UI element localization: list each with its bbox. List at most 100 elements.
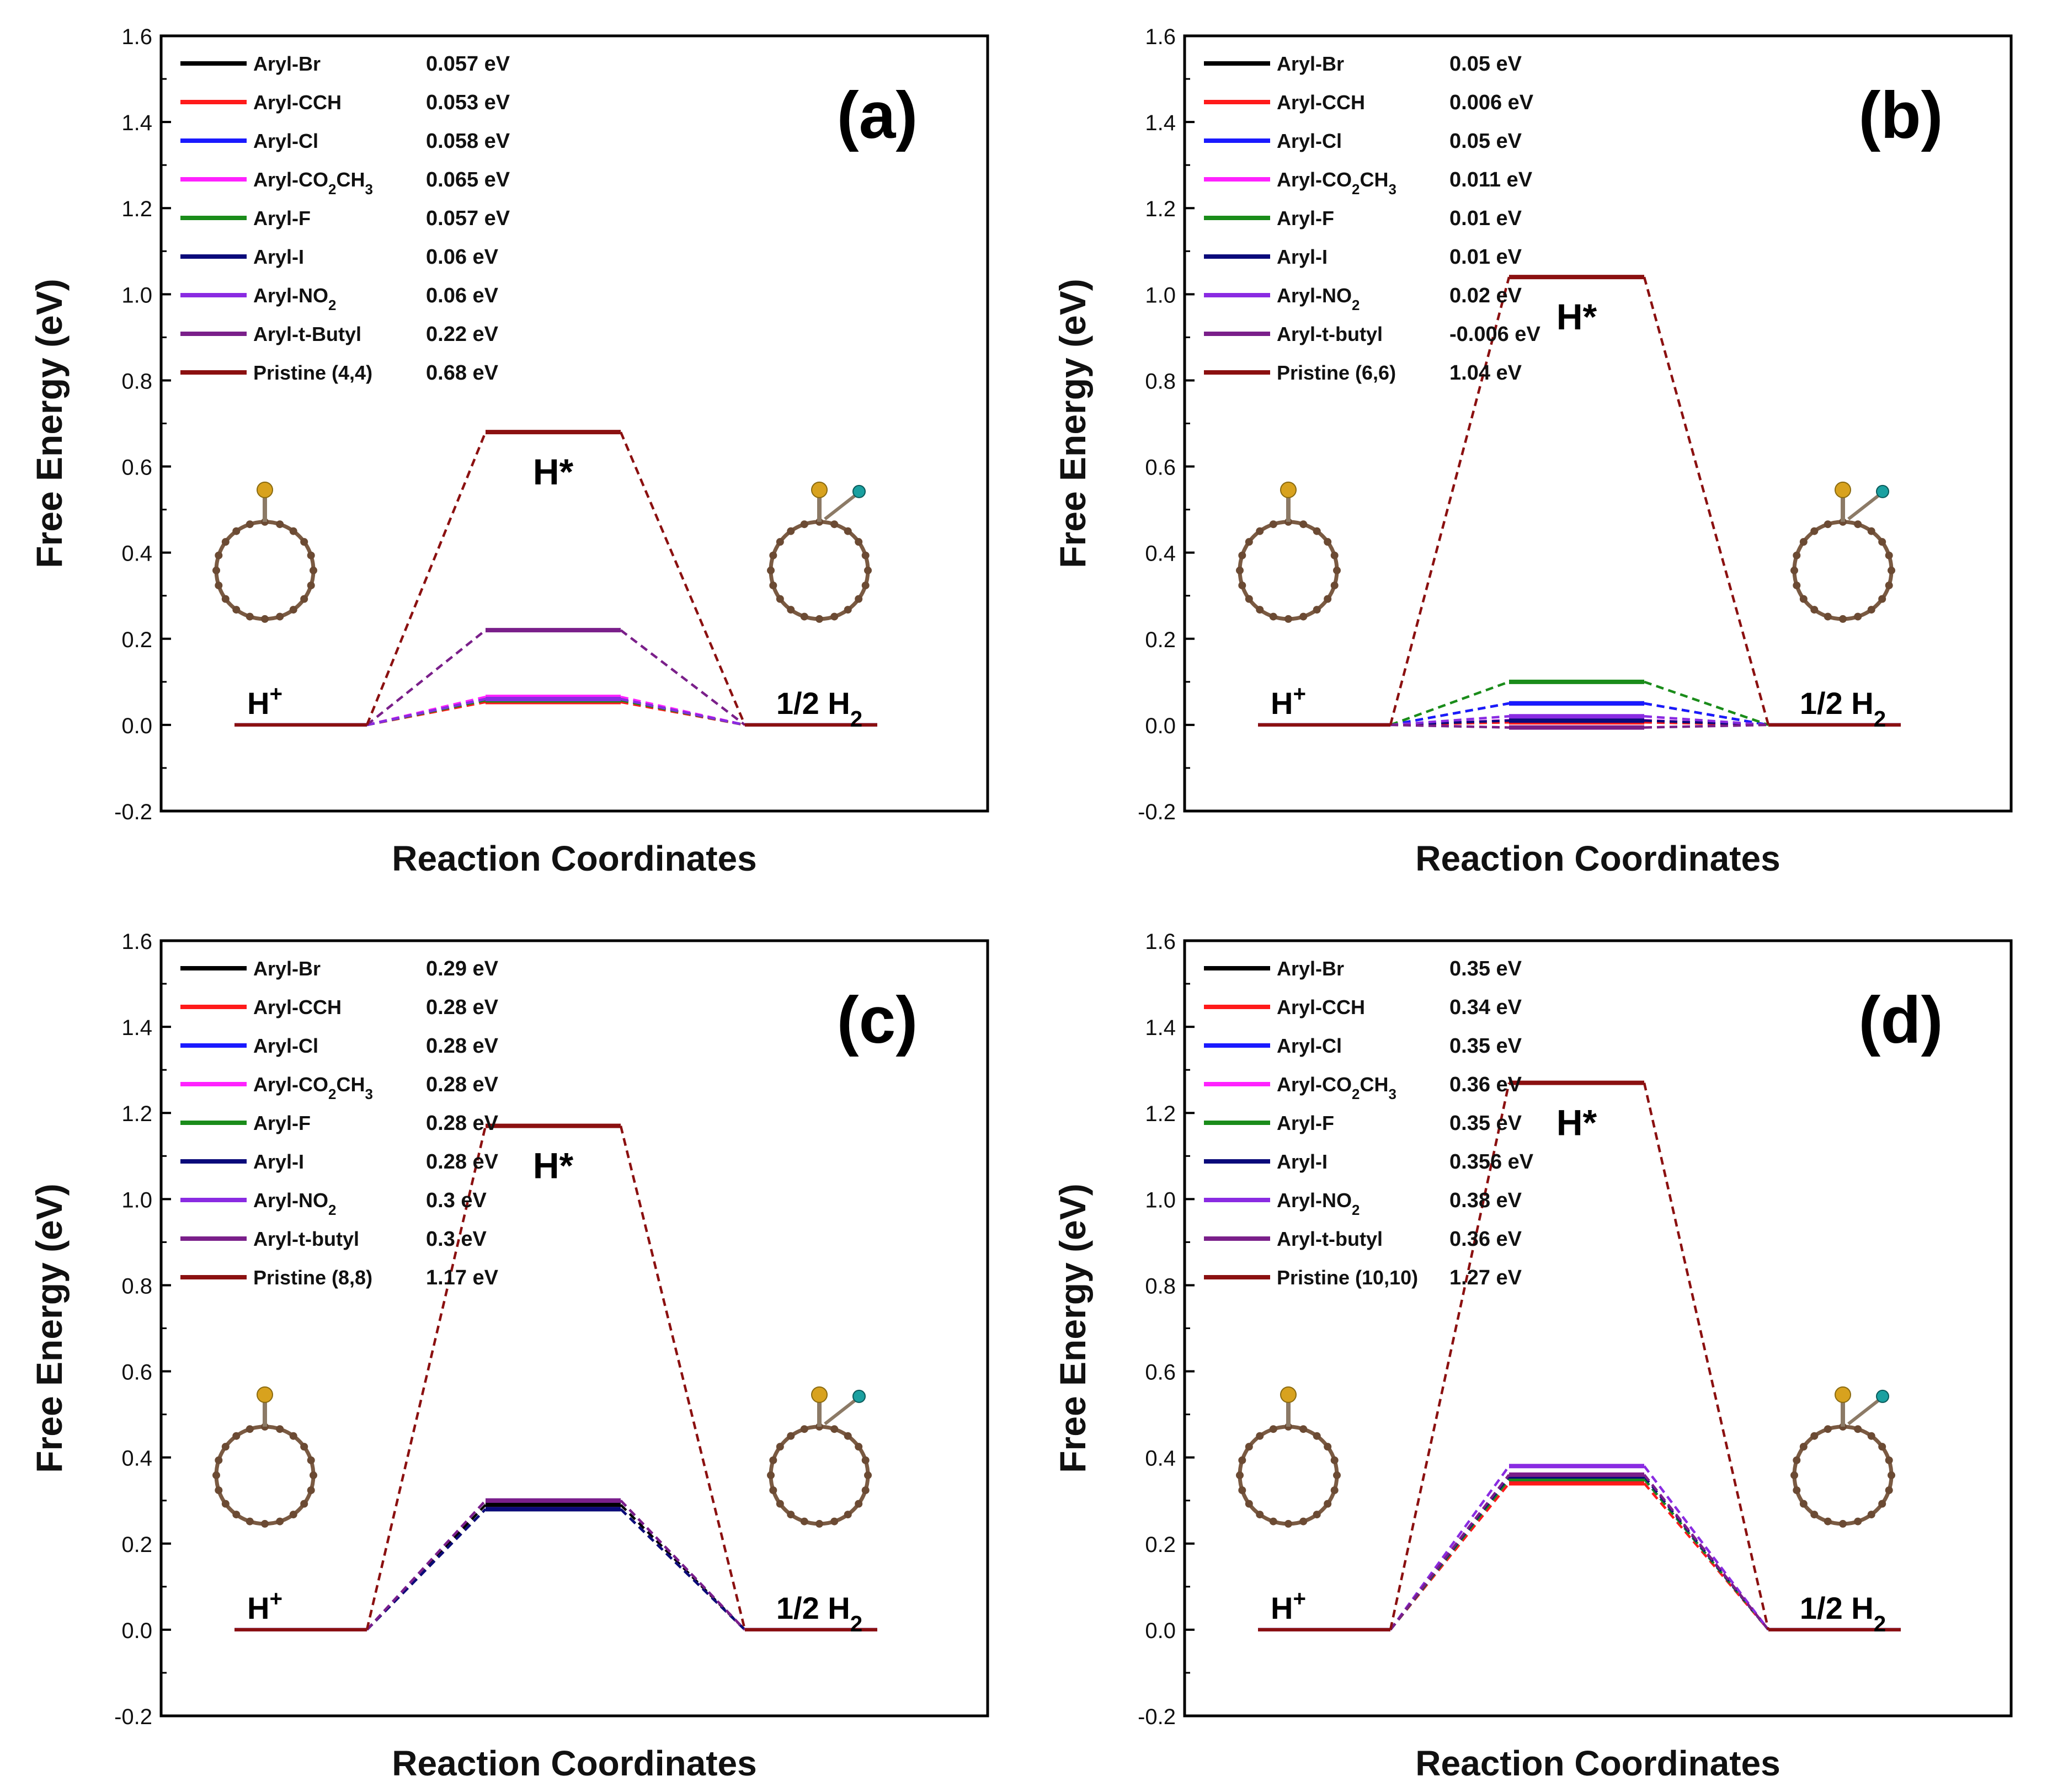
- carbon-atom: [1269, 1425, 1277, 1433]
- legend-entry-name: Aryl-Br: [253, 957, 321, 980]
- state-label-right: 1/2 H2: [1800, 1591, 1886, 1636]
- legend-entry-value: 0.28 eV: [426, 1073, 499, 1096]
- legend-entry-name: Aryl-NO2: [253, 284, 336, 313]
- legend-entry-name: Pristine (6,6): [1277, 361, 1396, 384]
- carbon-atom: [1793, 582, 1801, 590]
- legend-entry-name: Aryl-CCH: [253, 996, 342, 1018]
- legend-entry-name: Aryl-t-butyl: [1277, 1228, 1383, 1250]
- carbon-atom: [800, 520, 808, 529]
- connector-right: [620, 629, 746, 726]
- carbon-atom: [310, 1471, 317, 1479]
- x-axis-label: Reaction Coordinates: [392, 1743, 756, 1783]
- y-tick-label: 0.2: [121, 628, 152, 652]
- carbon-atom: [844, 1511, 852, 1519]
- legend-entry-name: Aryl-I: [253, 246, 304, 268]
- carbon-atom: [1810, 1432, 1819, 1440]
- x-axis-label: Reaction Coordinates: [1415, 839, 1780, 878]
- functional-group-atom: [257, 481, 273, 498]
- series-pristine-10-10: [1258, 1080, 1901, 1631]
- panel-label: (b): [1858, 78, 1943, 152]
- carbon-atom: [1799, 538, 1808, 546]
- carbon-atom: [861, 551, 870, 559]
- y-tick-label: 0.2: [121, 1533, 152, 1557]
- carbon-atom: [1269, 520, 1277, 529]
- carbon-atom: [1810, 1511, 1819, 1519]
- y-tick-label: 0.4: [121, 542, 152, 566]
- carbon-atom: [787, 1511, 795, 1519]
- connector-right: [1643, 1082, 1770, 1630]
- connector-right: [1643, 1474, 1769, 1631]
- carbon-atom: [212, 566, 220, 574]
- y-axis-label: Free Energy (eV): [1052, 279, 1093, 568]
- legend-entry-value: 0.22 eV: [426, 323, 499, 346]
- y-tick-label: 1.6: [1145, 930, 1176, 954]
- legend-entry-value: 0.05 eV: [1449, 130, 1522, 153]
- legend-entry-value: 0.01 eV: [1449, 207, 1522, 230]
- connector-left: [1389, 1465, 1510, 1631]
- carbon-atom: [246, 1425, 254, 1433]
- legend-entry-value: 0.356 eV: [1449, 1150, 1534, 1174]
- legend-entry-name: Aryl-CO2CH3: [253, 168, 373, 198]
- y-axis-label: Free Energy (eV): [1052, 1183, 1093, 1473]
- hydrogen-atom: [1876, 484, 1889, 498]
- carbon-atom: [1256, 1432, 1264, 1440]
- carbon-atom: [1867, 1432, 1875, 1440]
- legend-entry-value: 0.28 eV: [426, 1034, 499, 1058]
- carbon-atom: [261, 1519, 269, 1528]
- y-tick-label: 1.2: [1145, 197, 1176, 221]
- carbon-atom: [769, 551, 777, 559]
- legend-entry-value: 0.01 eV: [1449, 246, 1522, 269]
- carbon-atom: [1888, 1471, 1895, 1479]
- carbon-atom: [830, 1425, 839, 1433]
- legend-entry-value: 0.006 eV: [1449, 91, 1534, 114]
- carbon-atom: [1269, 1517, 1277, 1526]
- legend-entry-name: Aryl-NO2: [1277, 1189, 1360, 1218]
- legend-entry-name: Aryl-Br: [1277, 52, 1344, 75]
- carbon-atom: [1333, 566, 1341, 574]
- legend-entry-name: Aryl-F: [253, 207, 311, 230]
- connector-right: [619, 431, 747, 726]
- connector-right: [1644, 680, 1769, 727]
- carbon-atom: [1867, 1511, 1875, 1519]
- legend-entry-name: Aryl-t-butyl: [253, 1228, 359, 1250]
- y-tick-label: 0.0: [1145, 1619, 1176, 1643]
- carbon-atom: [830, 612, 839, 621]
- y-tick-label: -0.2: [1138, 1705, 1176, 1729]
- carbon-atom: [1824, 520, 1832, 529]
- carbon-atom: [307, 1456, 315, 1464]
- y-tick-label: 0.8: [121, 369, 152, 393]
- legend-entry-value: 1.04 eV: [1449, 361, 1522, 385]
- legend-entry-name: Pristine (8,8): [253, 1266, 372, 1289]
- carbon-atom: [1799, 595, 1808, 603]
- carbon-atom: [232, 1511, 241, 1519]
- carbon-atom: [212, 1471, 220, 1479]
- connector-left: [366, 1500, 487, 1631]
- carbon-atom: [844, 606, 852, 614]
- y-tick-label: 0.2: [1145, 628, 1176, 652]
- y-tick-label: 0.6: [121, 456, 152, 480]
- legend-entry-value: 0.36 eV: [1449, 1228, 1522, 1251]
- chart-panel-3: -0.2 0.0 0.2 0.4 0.6 0.8 1.0 1.2 1.4 1.6 Free Ener…: [1052, 930, 2013, 1783]
- connector-left: [1390, 702, 1510, 727]
- legend-entry-name: Aryl-Br: [253, 52, 321, 75]
- legend-entry-value: 0.06 eV: [426, 284, 499, 307]
- carbon-atom: [221, 1443, 230, 1451]
- y-tick-label: 0.4: [1145, 542, 1176, 566]
- carbon-atom: [1324, 595, 1332, 603]
- connector-right: [619, 1126, 747, 1630]
- carbon-atom: [1256, 606, 1264, 614]
- chart-panel-1: -0.2 0.0 0.2 0.4 0.6 0.8 1.0 1.2 1.4 1.6 Free Ener…: [1052, 25, 2013, 878]
- carbon-atom: [221, 595, 230, 603]
- carbon-atom: [1885, 1456, 1893, 1464]
- nanotube-left-icon: [1236, 481, 1341, 623]
- carbon-atom: [855, 595, 863, 603]
- y-tick-label: 1.0: [121, 283, 152, 307]
- legend-entry-name: Aryl-Cl: [253, 1034, 318, 1057]
- nanotube-ring: [769, 1425, 870, 1526]
- carbon-atom: [221, 1500, 230, 1508]
- carbon-atom: [1330, 582, 1339, 590]
- legend-entry-value: 0.28 eV: [426, 996, 499, 1019]
- legend-entry-name: Aryl-Cl: [253, 130, 318, 152]
- carbon-atom: [276, 1517, 284, 1526]
- connector-left: [1390, 715, 1510, 727]
